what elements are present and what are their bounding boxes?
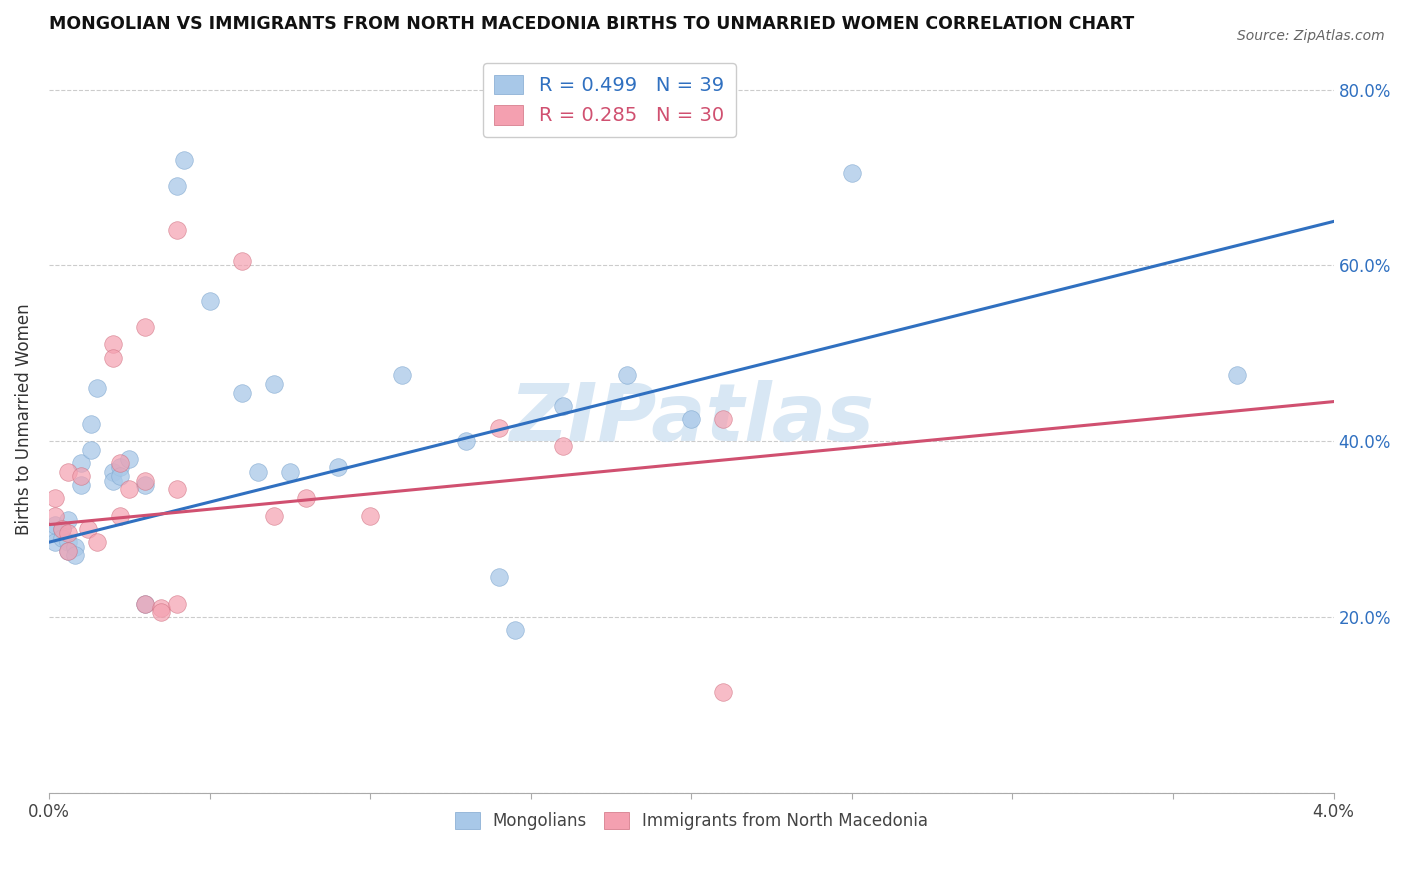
Point [76, 522, 98, 536]
Point [108, 469, 131, 483]
Point [58, 513, 80, 527]
Point [63, 549, 86, 563]
Point [108, 460, 131, 475]
Point [231, 254, 253, 268]
Point [86, 535, 108, 549]
Point [263, 508, 285, 523]
Text: ZIPatlas: ZIPatlas [509, 380, 873, 458]
Point [51, 531, 73, 545]
Point [134, 597, 156, 611]
Point [44, 517, 66, 532]
Point [295, 491, 318, 506]
Point [551, 399, 574, 413]
Point [134, 319, 156, 334]
Point [231, 385, 253, 400]
Point [503, 623, 526, 637]
Point [70, 456, 93, 470]
Point [359, 508, 381, 523]
Point [70, 469, 93, 483]
Point [198, 293, 221, 308]
Point [103, 465, 125, 479]
Point [58, 544, 80, 558]
Point [841, 166, 863, 180]
Point [58, 544, 80, 558]
Point [278, 465, 301, 479]
Point [166, 179, 188, 194]
Point [58, 526, 80, 541]
Point [44, 491, 66, 506]
Point [134, 474, 156, 488]
Point [80, 417, 103, 431]
Point [1226, 368, 1249, 383]
Point [713, 684, 735, 698]
Point [63, 540, 86, 554]
Point [616, 368, 638, 383]
Point [134, 478, 156, 492]
Point [103, 351, 125, 365]
Point [80, 442, 103, 457]
Point [713, 412, 735, 426]
Point [166, 597, 188, 611]
Point [44, 526, 66, 541]
Point [70, 478, 93, 492]
Legend: Mongolians, Immigrants from North Macedonia: Mongolians, Immigrants from North Macedo… [449, 805, 935, 837]
Point [488, 570, 510, 584]
Point [108, 456, 131, 470]
Point [51, 522, 73, 536]
Point [58, 535, 80, 549]
Point [326, 460, 349, 475]
Point [166, 223, 188, 237]
Y-axis label: Births to Unmarried Women: Births to Unmarried Women [15, 303, 32, 535]
Point [150, 606, 173, 620]
Point [488, 421, 510, 435]
Point [456, 434, 478, 449]
Point [86, 381, 108, 395]
Point [118, 451, 141, 466]
Point [51, 522, 73, 536]
Point [134, 597, 156, 611]
Point [263, 377, 285, 392]
Point [173, 153, 195, 167]
Point [150, 601, 173, 615]
Point [118, 483, 141, 497]
Point [108, 508, 131, 523]
Point [681, 412, 703, 426]
Point [58, 465, 80, 479]
Point [103, 337, 125, 351]
Point [551, 438, 574, 452]
Point [44, 508, 66, 523]
Point [44, 535, 66, 549]
Point [166, 483, 188, 497]
Text: MONGOLIAN VS IMMIGRANTS FROM NORTH MACEDONIA BIRTHS TO UNMARRIED WOMEN CORRELATI: MONGOLIAN VS IMMIGRANTS FROM NORTH MACED… [49, 15, 1135, 33]
Point [391, 368, 413, 383]
Point [246, 465, 269, 479]
Point [103, 474, 125, 488]
Text: Source: ZipAtlas.com: Source: ZipAtlas.com [1237, 29, 1385, 43]
